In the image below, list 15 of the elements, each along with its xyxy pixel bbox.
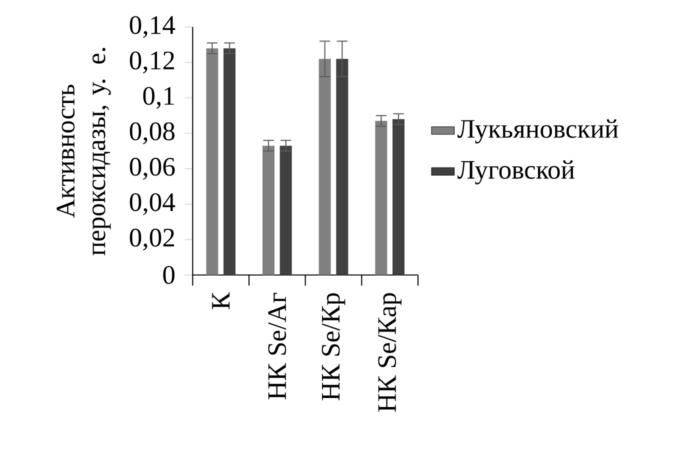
y-tick-label: 0,08 [130,122,174,144]
legend-label: Луговской [457,160,574,184]
y-tick-label: 0,12 [130,52,174,74]
y-tick-label: 0,02 [130,228,174,250]
x-tick-label: НК Se/Кар [378,293,402,412]
x-tick-label: К [212,292,230,310]
x-tick-label: НК Se/Аг [268,292,286,400]
x-tick-label: НК Se/Кр [322,293,346,400]
y-tick-label: 0,1 [143,86,174,109]
y-tick-label: 0,06 [130,158,175,180]
y-tick-label: 0,14 [130,16,176,38]
y-axis-title: Активность пероксидазы, у. е. [56,48,111,256]
legend-label: Лукьяновский [457,119,618,144]
y-tick-label: 0 [163,266,174,284]
y-tick-label: 0,04 [130,193,176,216]
